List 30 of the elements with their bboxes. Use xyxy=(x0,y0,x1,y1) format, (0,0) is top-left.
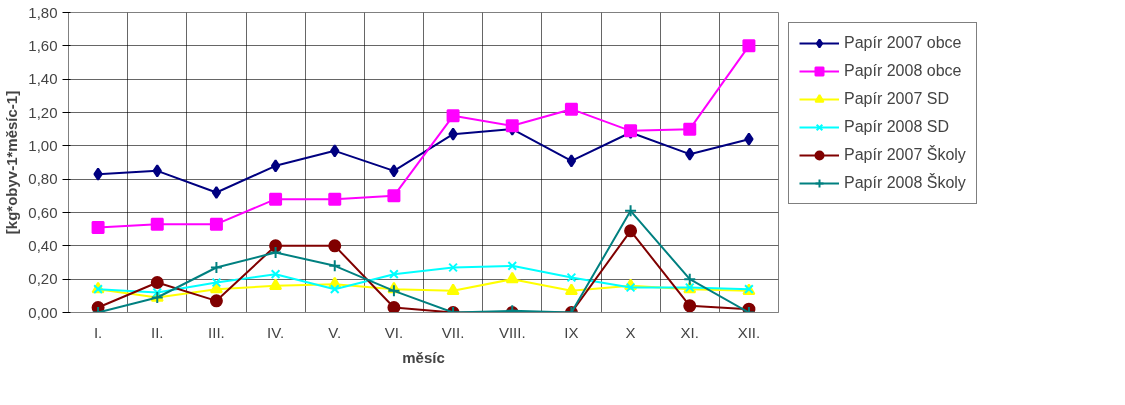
y-tick-label: 1,40 xyxy=(28,70,58,88)
x-tick-label: X xyxy=(625,323,636,341)
x-tick-label: I. xyxy=(93,323,103,341)
x-tick-label: II. xyxy=(151,323,164,341)
x-tick-label: III. xyxy=(208,323,225,341)
y-tick-label: 1,20 xyxy=(28,103,58,121)
legend-label: Papír 2008 Školy xyxy=(844,174,966,192)
x-axis-title: měsíc xyxy=(402,348,445,366)
y-tick-label: 0,80 xyxy=(28,170,58,188)
x-tick-label: IV. xyxy=(267,323,285,341)
legend-label: Papír 2007 Školy xyxy=(844,146,966,164)
x-tick-label: VIII. xyxy=(498,323,526,341)
y-tick-label: 0,40 xyxy=(28,236,58,254)
x-tick-label: VI. xyxy=(384,323,404,341)
y-tick-label: 1,60 xyxy=(28,36,58,54)
x-tick-label: XII. xyxy=(737,323,761,341)
y-axis-title: [kg*obyv-1*měsíc-1] xyxy=(3,90,21,235)
legend-label: Papír 2007 obce xyxy=(844,34,962,52)
x-tick-label: IX xyxy=(564,323,579,341)
legend-label: Papír 2007 SD xyxy=(844,90,949,108)
y-tick-label: 1,00 xyxy=(28,136,58,154)
x-tick-label: XI. xyxy=(680,323,699,341)
y-tick-label: 0,60 xyxy=(28,203,58,221)
y-tick-label: 0,20 xyxy=(28,270,58,288)
y-tick-label: 1,80 xyxy=(28,3,58,21)
legend-label: Papír 2008 SD xyxy=(844,118,949,136)
x-tick-label: VII. xyxy=(441,323,465,341)
legend-label: Papír 2008 obce xyxy=(844,62,962,80)
y-tick-label: 0,00 xyxy=(28,303,58,321)
x-tick-label: V. xyxy=(328,323,342,341)
